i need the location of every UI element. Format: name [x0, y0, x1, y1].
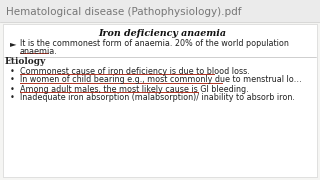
Text: •: • — [10, 93, 14, 102]
Text: In women of child bearing e.g., most commonly due to menstrual lo…: In women of child bearing e.g., most com… — [20, 75, 302, 84]
Text: Hematological disease (Pathophysiology).pdf: Hematological disease (Pathophysiology).… — [6, 7, 242, 17]
Text: Among adult males, the most likely cause is GI bleeding.: Among adult males, the most likely cause… — [20, 84, 249, 93]
Text: ►: ► — [10, 39, 17, 48]
Text: Etiology: Etiology — [5, 57, 46, 66]
Text: anaemia.: anaemia. — [20, 46, 58, 55]
Text: •: • — [10, 66, 14, 75]
Bar — [0, 0, 320, 22]
Text: Inadequate iron absorption (malabsorption)/ inability to absorb iron.: Inadequate iron absorption (malabsorptio… — [20, 93, 295, 102]
Text: Commonest cause of iron deficiency is due to blood loss.: Commonest cause of iron deficiency is du… — [20, 66, 250, 75]
Text: Iron deficiency anaemia: Iron deficiency anaemia — [98, 28, 226, 37]
Text: •: • — [10, 75, 14, 84]
Text: •: • — [10, 84, 14, 93]
Bar — [3, 24, 317, 177]
Text: It is the commonest form of anaemia. 20% of the world population: It is the commonest form of anaemia. 20%… — [20, 39, 289, 48]
